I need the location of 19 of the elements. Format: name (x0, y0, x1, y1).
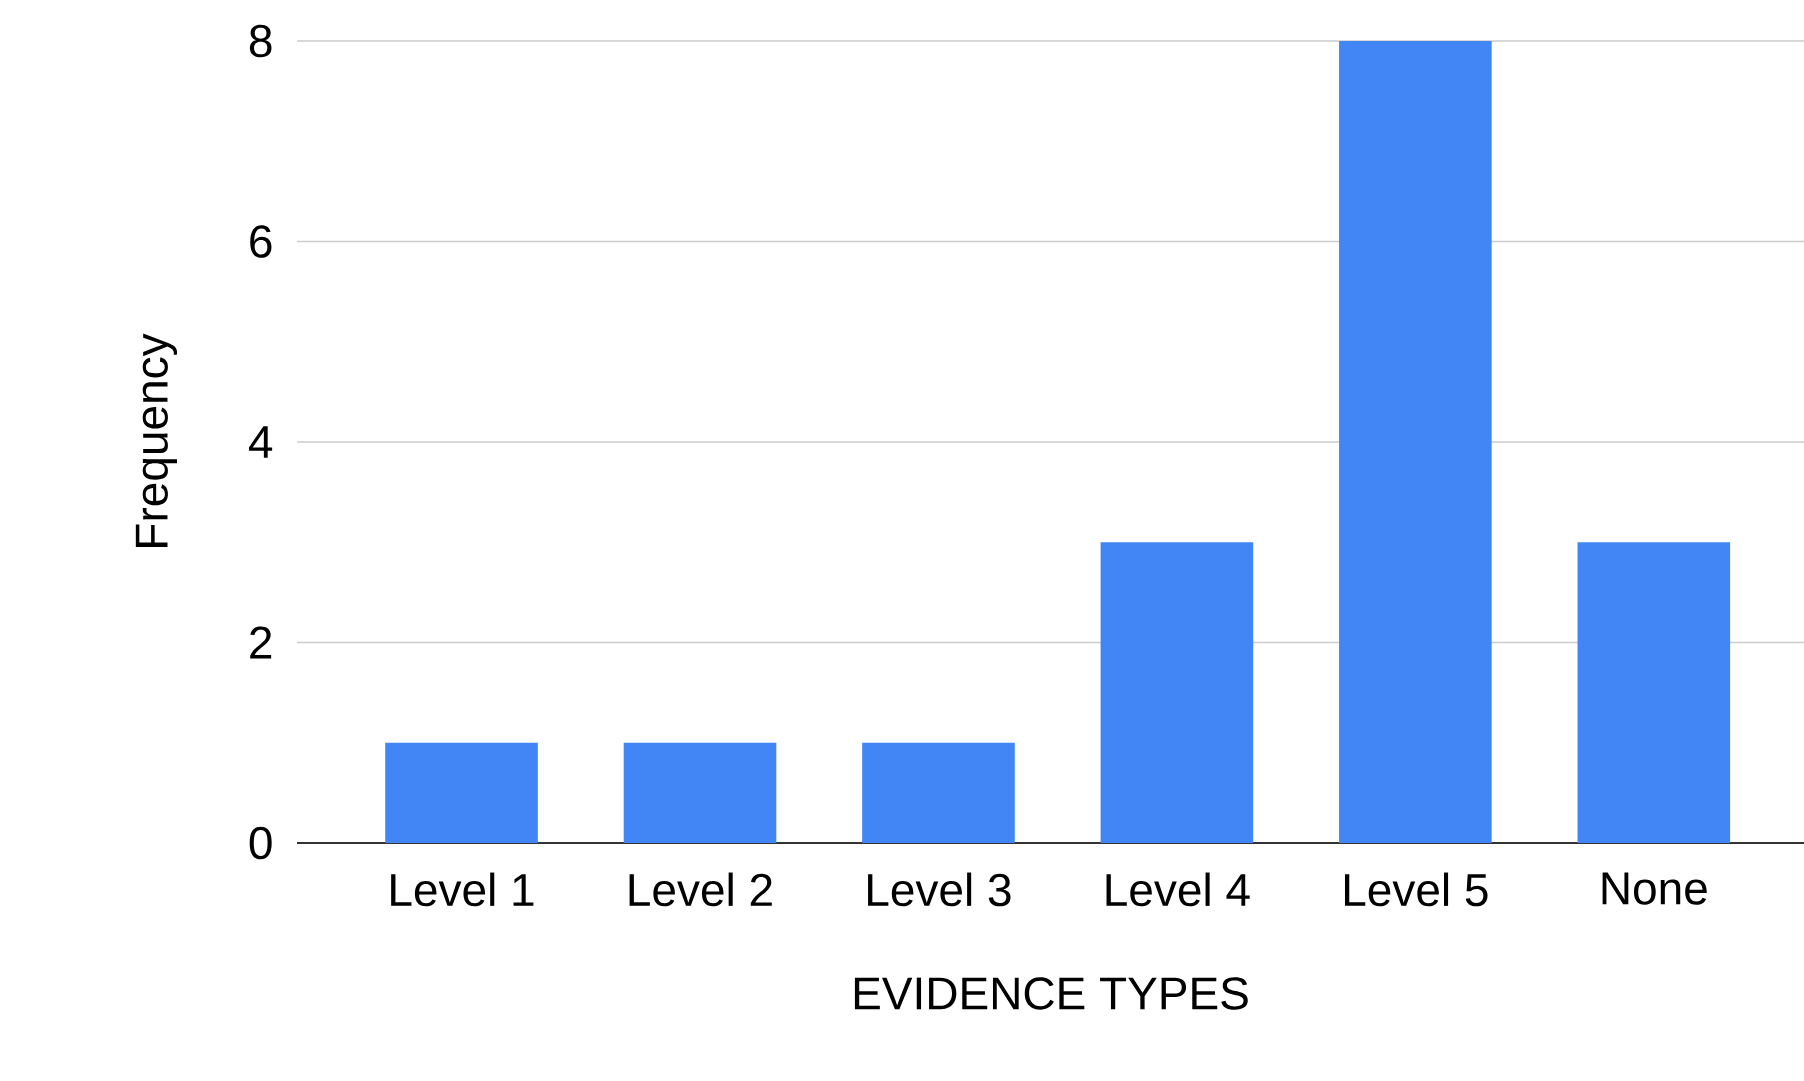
y-tick-label: 6 (250, 225, 272, 258)
x-axis-title: EVIDENCE TYPES (854, 977, 1248, 1010)
y-axis-title: Frequency (135, 333, 178, 547)
bar (1100, 542, 1254, 843)
y-tick-label: 2 (250, 626, 272, 659)
x-tick-label: Level 5 (1344, 872, 1488, 907)
bar (1577, 542, 1731, 843)
y-tick-label: 4 (248, 426, 273, 458)
bar (623, 742, 777, 843)
x-tick-label: Level 3 (868, 872, 1011, 907)
bar (862, 742, 1015, 843)
x-tick-label: Level 4 (1106, 872, 1250, 907)
x-tick-label: Level 2 (629, 872, 772, 907)
y-tick-label: 8 (249, 24, 272, 58)
x-tick-label: None (1602, 872, 1707, 905)
bar (385, 742, 538, 843)
y-tick-label: 0 (249, 826, 272, 860)
x-tick-label: Level 1 (391, 872, 534, 907)
bar (1339, 40, 1492, 843)
